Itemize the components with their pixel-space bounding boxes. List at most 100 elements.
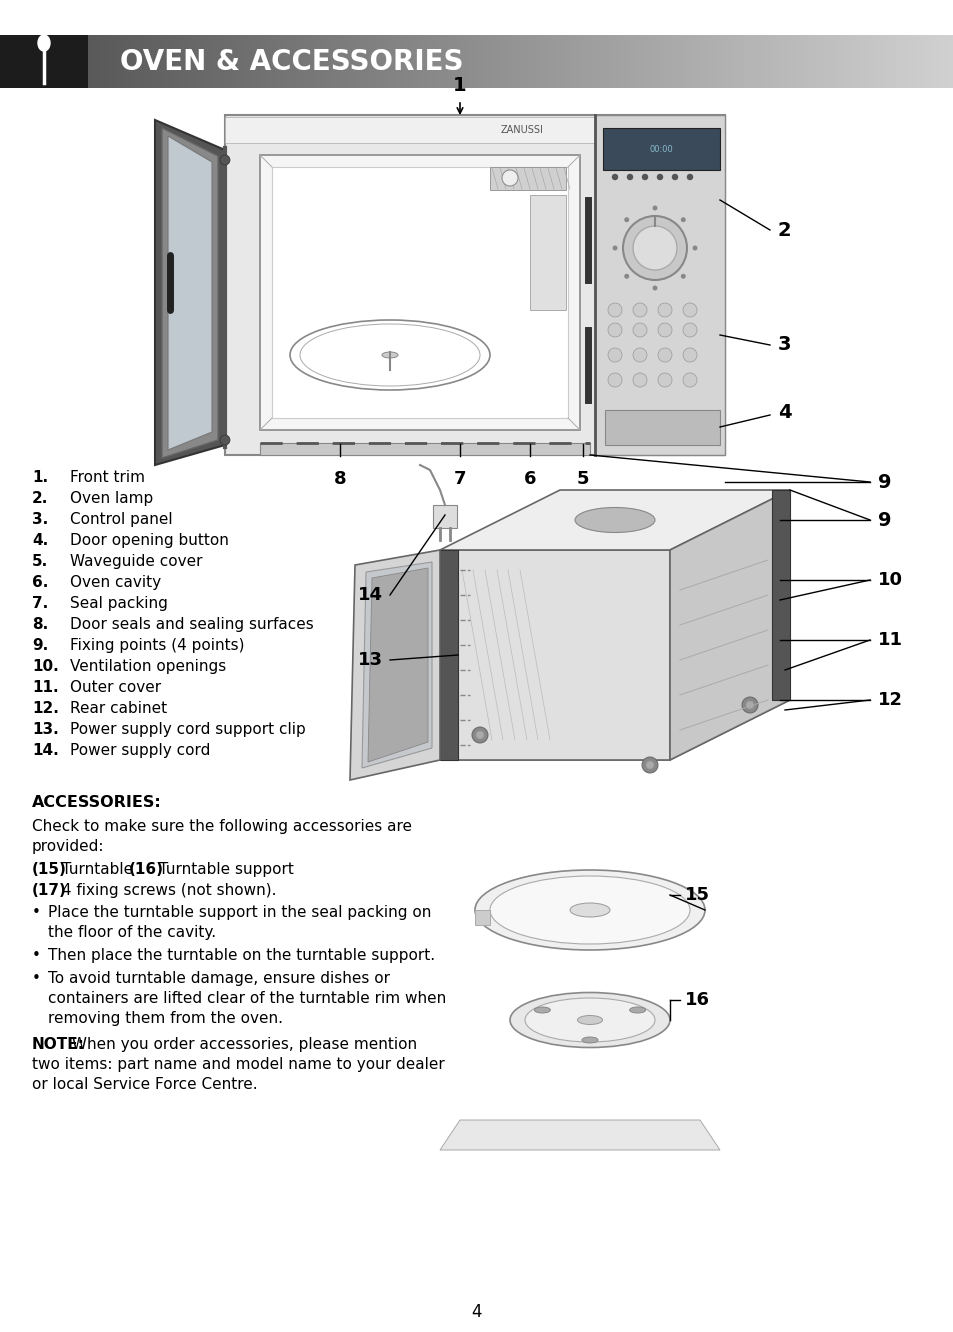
Text: 8: 8	[334, 470, 346, 488]
Polygon shape	[361, 562, 432, 769]
Polygon shape	[260, 444, 589, 456]
Ellipse shape	[629, 1007, 645, 1014]
Text: Ventilation openings: Ventilation openings	[70, 659, 226, 674]
Circle shape	[682, 373, 697, 388]
Text: 4: 4	[778, 404, 791, 422]
Circle shape	[607, 348, 621, 362]
Text: 12.: 12.	[32, 701, 59, 717]
Ellipse shape	[38, 35, 50, 51]
Text: To avoid turntable damage, ensure dishes or: To avoid turntable damage, ensure dishes…	[48, 971, 390, 986]
Circle shape	[623, 217, 629, 222]
Text: containers are lifted clear of the turntable rim when: containers are lifted clear of the turnt…	[48, 991, 446, 1006]
Ellipse shape	[475, 870, 704, 950]
Circle shape	[658, 322, 671, 337]
Text: •: •	[32, 948, 41, 963]
Circle shape	[220, 436, 230, 445]
Circle shape	[682, 348, 697, 362]
Text: 13: 13	[357, 651, 382, 669]
Circle shape	[658, 302, 671, 317]
Text: 5.: 5.	[32, 554, 49, 569]
Text: 11: 11	[877, 631, 902, 649]
Text: Waveguide cover: Waveguide cover	[70, 554, 202, 569]
Circle shape	[633, 302, 646, 317]
Text: 00:00: 00:00	[648, 144, 672, 153]
Circle shape	[692, 245, 697, 250]
Text: the floor of the cavity.: the floor of the cavity.	[48, 924, 216, 940]
Text: 7.: 7.	[32, 595, 49, 611]
Circle shape	[612, 245, 617, 250]
Text: 16: 16	[684, 991, 709, 1010]
Text: Place the turntable support in the seal packing on: Place the turntable support in the seal …	[48, 904, 431, 920]
Polygon shape	[669, 490, 789, 761]
Circle shape	[686, 174, 692, 180]
Text: 1: 1	[453, 76, 466, 95]
Text: 6.: 6.	[32, 575, 49, 590]
Circle shape	[612, 174, 618, 180]
Polygon shape	[530, 194, 565, 310]
Text: Control panel: Control panel	[70, 511, 172, 527]
Polygon shape	[439, 490, 789, 550]
Polygon shape	[595, 115, 724, 456]
Text: Check to make sure the following accessories are: Check to make sure the following accesso…	[32, 819, 412, 834]
Text: 3.: 3.	[32, 511, 49, 527]
Text: Outer cover: Outer cover	[70, 681, 161, 695]
Polygon shape	[771, 490, 789, 701]
Ellipse shape	[490, 876, 689, 944]
Polygon shape	[475, 910, 490, 924]
Circle shape	[658, 348, 671, 362]
Circle shape	[607, 302, 621, 317]
Text: Power supply cord support clip: Power supply cord support clip	[70, 722, 305, 737]
Text: 1.: 1.	[32, 470, 48, 485]
Text: Rear cabinet: Rear cabinet	[70, 701, 167, 717]
Circle shape	[741, 697, 758, 713]
Text: Power supply cord: Power supply cord	[70, 743, 211, 758]
Text: •: •	[32, 904, 41, 920]
Ellipse shape	[569, 903, 609, 916]
Ellipse shape	[524, 998, 655, 1042]
Polygon shape	[154, 120, 225, 465]
Circle shape	[652, 285, 657, 290]
Text: •: •	[32, 971, 41, 986]
Circle shape	[472, 727, 488, 743]
Text: 15: 15	[684, 886, 709, 904]
Text: 7: 7	[454, 470, 466, 488]
Text: Oven lamp: Oven lamp	[70, 492, 153, 506]
Text: (15): (15)	[32, 862, 67, 876]
Polygon shape	[350, 550, 439, 781]
Text: NOTE:: NOTE:	[32, 1038, 85, 1052]
Polygon shape	[272, 166, 567, 418]
Text: 10: 10	[877, 571, 902, 589]
Text: 12: 12	[877, 691, 902, 709]
Text: (17): (17)	[32, 883, 67, 898]
Polygon shape	[439, 701, 789, 761]
Text: 4: 4	[471, 1303, 482, 1321]
Text: Turntable support: Turntable support	[154, 862, 294, 876]
Ellipse shape	[577, 1015, 602, 1024]
Circle shape	[220, 155, 230, 165]
Circle shape	[476, 731, 483, 739]
Ellipse shape	[575, 507, 655, 533]
Text: 11.: 11.	[32, 681, 58, 695]
Text: OVEN & ACCESSORIES: OVEN & ACCESSORIES	[120, 48, 463, 76]
Circle shape	[680, 274, 685, 278]
Circle shape	[641, 757, 658, 773]
Text: 2: 2	[778, 221, 791, 240]
Circle shape	[657, 174, 662, 180]
Polygon shape	[439, 1120, 720, 1150]
Text: 4.: 4.	[32, 533, 49, 547]
Polygon shape	[162, 128, 218, 458]
Polygon shape	[602, 128, 720, 170]
Ellipse shape	[581, 1038, 598, 1043]
Text: ZANUSSI: ZANUSSI	[500, 125, 543, 135]
Text: or local Service Force Centre.: or local Service Force Centre.	[32, 1078, 257, 1092]
Text: 14.: 14.	[32, 743, 59, 758]
Circle shape	[645, 761, 654, 769]
Text: (16): (16)	[129, 862, 164, 876]
Text: Turntable: Turntable	[57, 862, 143, 876]
Circle shape	[680, 217, 685, 222]
Text: 8.: 8.	[32, 617, 49, 631]
Text: 3: 3	[778, 336, 791, 354]
Polygon shape	[368, 567, 428, 762]
Polygon shape	[604, 410, 720, 445]
Text: 10.: 10.	[32, 659, 59, 674]
